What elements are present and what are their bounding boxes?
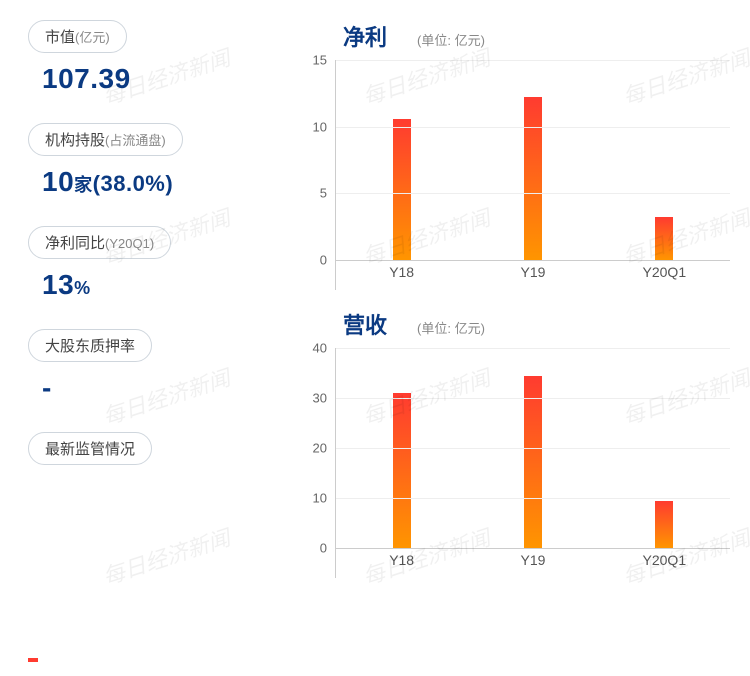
- bar: [655, 217, 673, 260]
- label-main: 机构持股: [45, 132, 105, 149]
- value-paren: (38.0%): [93, 171, 174, 196]
- label-main: 大股东质押率: [45, 338, 135, 355]
- revenue-chart: 营收 (单位: 亿元) 0 10 20 30 40 Y18Y19Y20Q1: [293, 308, 730, 578]
- x-tick-label: Y20Q1: [599, 552, 730, 578]
- charts-column: 净利 (单位: 亿元) 051015 Y18Y19Y20Q1 营收 (单位: 亿…: [263, 20, 730, 596]
- stat-institutional-holding: 机构持股(占流通盘) 10家(38.0%): [28, 123, 263, 198]
- stat-value: 13%: [28, 269, 263, 301]
- stat-market-cap: 市值(亿元) 107.39: [28, 20, 263, 95]
- grid-line: [336, 127, 730, 128]
- stat-regulatory: 最新监管情况: [28, 432, 263, 475]
- chart-area: 051015 Y18Y19Y20Q1: [293, 60, 730, 290]
- stat-value: -: [28, 372, 263, 404]
- y-tick-label: 30: [313, 391, 327, 406]
- bar: [393, 393, 411, 548]
- chart-header: 营收 (单位: 亿元): [293, 308, 730, 340]
- chart-unit: (单位: 亿元): [417, 318, 485, 337]
- grid-line: [336, 498, 730, 499]
- y-tick-label: 40: [313, 341, 327, 356]
- bar: [393, 119, 411, 260]
- y-tick-label: 10: [313, 119, 327, 134]
- grid-line: [336, 193, 730, 194]
- x-tick-label: Y19: [467, 552, 598, 578]
- stat-label: 大股东质押率: [28, 329, 152, 362]
- grid-line: [336, 448, 730, 449]
- grid-line: [336, 60, 730, 61]
- value-unit: %: [74, 278, 91, 298]
- stat-label: 最新监管情况: [28, 432, 152, 465]
- y-tick-label: 0: [320, 253, 327, 268]
- main-container: 市值(亿元) 107.39 机构持股(占流通盘) 10家(38.0%) 净利同比…: [0, 0, 750, 616]
- label-main: 最新监管情况: [45, 441, 135, 458]
- stat-profit-yoy: 净利同比(Y20Q1) 13%: [28, 226, 263, 301]
- value-number: 10: [42, 166, 74, 197]
- chart-title: 营收: [343, 308, 387, 340]
- x-labels: Y18Y19Y20Q1: [336, 264, 730, 290]
- stat-label: 市值(亿元): [28, 20, 127, 53]
- stat-value: 107.39: [28, 63, 263, 95]
- bar: [524, 97, 542, 260]
- y-tick-label: 5: [320, 186, 327, 201]
- plot-area: Y18Y19Y20Q1: [335, 60, 730, 290]
- bar-wrap: [336, 60, 467, 260]
- x-tick-label: Y19: [467, 264, 598, 290]
- y-tick-label: 0: [320, 541, 327, 556]
- bars-container: [336, 60, 730, 260]
- x-tick-label: Y18: [336, 264, 467, 290]
- y-tick-label: 15: [313, 53, 327, 68]
- plot-area: Y18Y19Y20Q1: [335, 348, 730, 578]
- footer-accent-dash: [28, 658, 38, 662]
- x-tick-label: Y20Q1: [599, 264, 730, 290]
- x-tick-label: Y18: [336, 552, 467, 578]
- y-axis: 010203040: [293, 348, 335, 578]
- chart-area: 010203040 Y18Y19Y20Q1: [293, 348, 730, 578]
- x-labels: Y18Y19Y20Q1: [336, 552, 730, 578]
- stats-column: 市值(亿元) 107.39 机构持股(占流通盘) 10家(38.0%) 净利同比…: [28, 20, 263, 596]
- x-axis-line: [336, 548, 730, 549]
- label-sub: (占流通盘): [105, 133, 166, 148]
- label-main: 市值: [45, 29, 75, 46]
- stat-pledge-rate: 大股东质押率 -: [28, 329, 263, 404]
- grid-line: [336, 398, 730, 399]
- y-tick-label: 10: [313, 491, 327, 506]
- chart-header: 净利 (单位: 亿元): [293, 20, 730, 52]
- value-number: 13: [42, 269, 74, 300]
- label-main: 净利同比: [45, 235, 105, 252]
- label-sub: (Y20Q1): [105, 236, 154, 251]
- value-unit: 家: [74, 175, 93, 195]
- label-sub: (亿元): [75, 30, 110, 45]
- y-tick-label: 20: [313, 441, 327, 456]
- bar-wrap: [467, 60, 598, 260]
- stat-label: 机构持股(占流通盘): [28, 123, 183, 156]
- net-profit-chart: 净利 (单位: 亿元) 0 5 10 15 Y18Y19Y20Q1: [293, 20, 730, 290]
- bar-wrap: [599, 60, 730, 260]
- stat-value: 10家(38.0%): [28, 166, 263, 198]
- bar: [655, 501, 673, 549]
- chart-unit: (单位: 亿元): [417, 30, 485, 49]
- grid-line: [336, 348, 730, 349]
- stat-label: 净利同比(Y20Q1): [28, 226, 171, 259]
- y-axis: 051015: [293, 60, 335, 290]
- chart-title: 净利: [343, 20, 387, 52]
- bar: [524, 376, 542, 549]
- x-axis-line: [336, 260, 730, 261]
